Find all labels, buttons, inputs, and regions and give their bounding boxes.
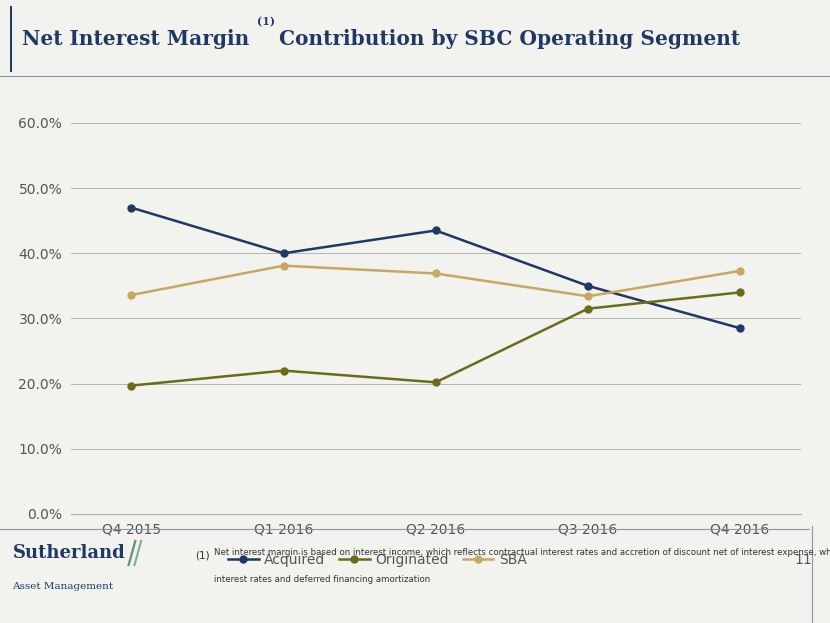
Text: (1): (1): [257, 16, 276, 27]
Text: Net Interest Margin: Net Interest Margin: [22, 29, 249, 49]
SBA: [583, 293, 593, 300]
Text: Asset Management: Asset Management: [12, 582, 114, 591]
Text: 11: 11: [794, 553, 813, 567]
Text: Net interest margin is based on interest income, which reflects contractual inte: Net interest margin is based on interest…: [214, 548, 830, 557]
Originated: [583, 305, 593, 312]
Line: SBA: SBA: [128, 262, 744, 300]
SBA: [126, 291, 136, 298]
SBA: [431, 270, 441, 277]
Originated: [126, 382, 136, 389]
Text: Contribution by SBC Operating Segment: Contribution by SBC Operating Segment: [272, 29, 740, 49]
Legend: Acquired, Originated, SBA: Acquired, Originated, SBA: [222, 548, 532, 573]
Acquired: [735, 325, 745, 332]
SBA: [279, 262, 289, 269]
Acquired: [126, 204, 136, 211]
Originated: [279, 367, 289, 374]
Line: Acquired: Acquired: [128, 204, 744, 331]
Text: Sutherland: Sutherland: [12, 545, 125, 563]
Acquired: [279, 250, 289, 257]
Text: (1): (1): [195, 551, 210, 561]
Bar: [10, 6, 12, 72]
Originated: [735, 288, 745, 296]
Line: Originated: Originated: [128, 289, 744, 389]
Acquired: [583, 282, 593, 290]
SBA: [735, 267, 745, 275]
Acquired: [431, 227, 441, 234]
Text: interest rates and deferred financing amortization: interest rates and deferred financing am…: [214, 574, 431, 584]
Originated: [431, 379, 441, 386]
